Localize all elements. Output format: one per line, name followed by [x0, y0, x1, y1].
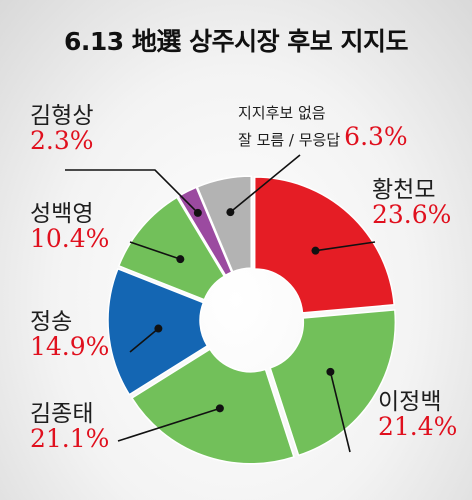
slice-value-kimjt: 21.1% — [30, 424, 110, 454]
slice-name-sung: 성백영 — [30, 201, 94, 227]
slice-label-lee: 이정백 21.4% — [378, 390, 457, 440]
slice-value-hwang: 23.6% — [372, 200, 452, 230]
leader-line-sung — [129, 241, 181, 260]
slice-label-jung: 정송 14.9% — [30, 310, 109, 360]
slice-label-kimhs: 김형상 2.3% — [30, 104, 94, 154]
slice-sung — [117, 196, 226, 301]
slice-label-undecided: 지지후보 없음 잘 모름 / 무응답 6.3% — [238, 104, 408, 152]
slice-name-undecided-line1: 지지후보 없음 — [238, 104, 326, 122]
leader-dot-lee — [326, 367, 335, 376]
slice-kimjt — [130, 348, 295, 465]
leader-dot-jung — [154, 324, 163, 333]
slice-kimhs — [177, 186, 233, 277]
slice-name-jung: 정송 — [30, 309, 73, 335]
slice-hwang — [253, 176, 395, 314]
slice-value-lee: 21.4% — [378, 412, 458, 442]
leader-line-jung — [129, 327, 159, 353]
slice-name-undecided-line2: 잘 모름 / 무응답 — [238, 131, 341, 149]
slice-label-sung: 성백영 10.4% — [30, 202, 109, 252]
leader-dot-kimjt — [215, 404, 224, 413]
chart-title: 6.13 地選 상주시장 후보 지지도 — [64, 27, 409, 56]
leader-line-undecided — [229, 154, 301, 213]
slice-value-undecided: 6.3% — [344, 122, 408, 151]
leader-line-hwang — [315, 241, 376, 252]
slice-value-jung: 14.9% — [30, 332, 110, 362]
slice-value-sung: 10.4% — [30, 224, 110, 254]
slice-label-kimjt: 김종태 21.1% — [30, 402, 109, 452]
slice-label-hwang: 황천모 23.6% — [372, 178, 451, 228]
leader-dot-kimhs — [193, 208, 202, 217]
leader-dot-undecided — [226, 208, 235, 217]
slice-name-hwang: 황천모 — [372, 177, 436, 203]
slice-undecided — [196, 175, 252, 273]
slice-name-lee: 이정백 — [378, 389, 442, 415]
slice-name-kimjt: 김종태 — [30, 401, 94, 427]
leader-dot-hwang — [311, 246, 320, 255]
slice-value-kimhs: 2.3% — [30, 126, 94, 156]
leader-line-lee — [329, 371, 351, 453]
leader-line-kimjt — [117, 407, 221, 442]
leader-dot-sung — [176, 255, 185, 264]
leader-line-kimhs — [65, 169, 199, 214]
slice-name-kimhs: 김형상 — [30, 103, 94, 129]
